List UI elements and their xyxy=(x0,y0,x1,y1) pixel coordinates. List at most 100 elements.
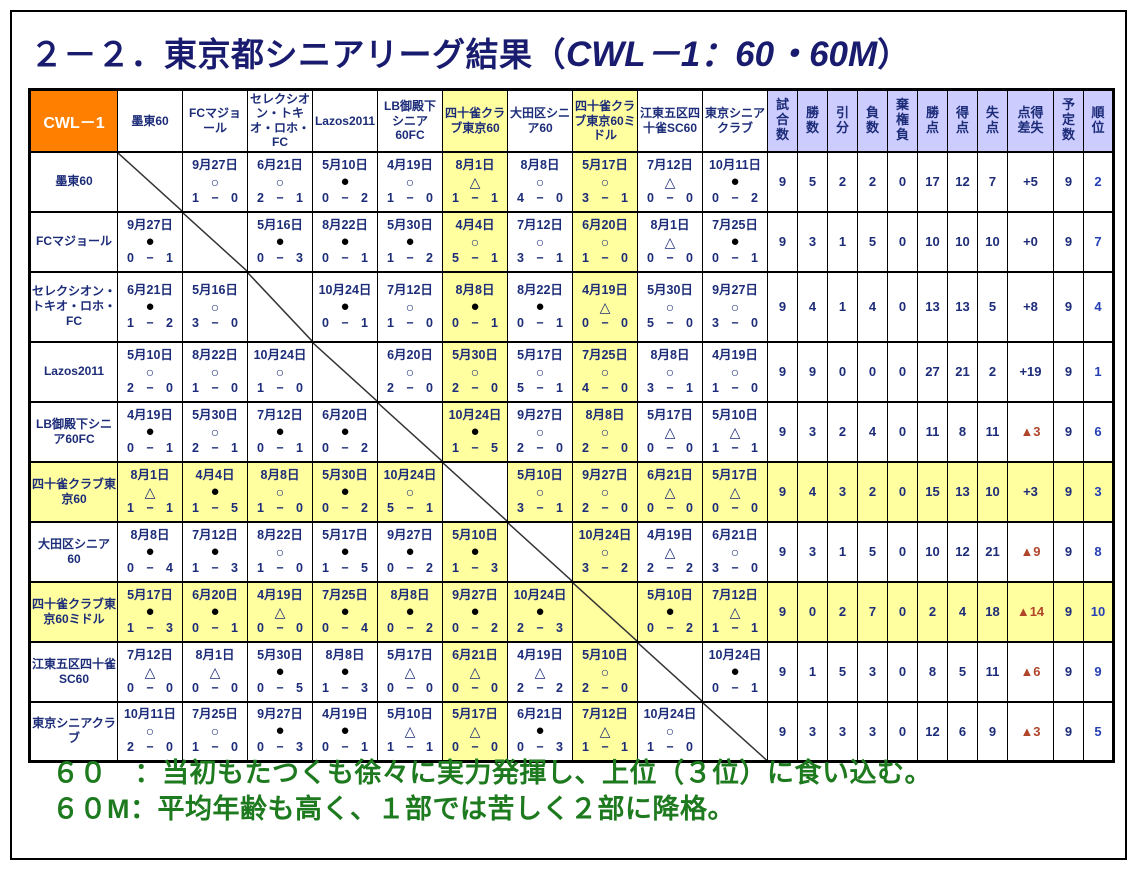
score: 2−0 xyxy=(509,440,572,457)
match-date: 10月24日 xyxy=(578,527,632,542)
score-away: 0 xyxy=(686,250,693,265)
score-home: 1 xyxy=(192,560,199,575)
result-symbol: △ xyxy=(664,423,676,440)
score-home: 0 xyxy=(322,250,329,265)
match-cell: 5月17日 △ 0−0 xyxy=(637,401,703,463)
stat-cell: 11 xyxy=(977,641,1008,703)
team-column-header: LB御殿下シニア60FC xyxy=(377,88,443,153)
stat-cell: 3 xyxy=(797,211,828,273)
score-dash: − xyxy=(276,740,284,755)
score: 3−1 xyxy=(509,250,572,267)
diagonal-line xyxy=(573,583,637,641)
match-date: 6月21日 xyxy=(517,707,563,722)
footer-note-60m: ６０M：平均年齢も高く、１部では苦しく２部に降格。 xyxy=(52,793,735,824)
score: 0−0 xyxy=(639,440,702,457)
stat-cell: 3 xyxy=(827,701,858,763)
match-date: 4月4日 xyxy=(195,467,235,482)
match-date: 4月19日 xyxy=(322,707,368,722)
score: 3−1 xyxy=(509,500,572,517)
score-dash: − xyxy=(666,190,674,205)
match-cell: 9月27日 ○ 1−0 xyxy=(182,151,248,213)
match-date: 7月12日 xyxy=(712,587,758,602)
score-away: 0 xyxy=(621,250,628,265)
score-home: 0 xyxy=(647,250,654,265)
score-home: 1 xyxy=(387,190,394,205)
stat-cell: 9 xyxy=(1053,211,1084,273)
stat-cell: 9 xyxy=(977,701,1008,763)
score: 2−3 xyxy=(509,620,572,637)
match-date: 4月19日 xyxy=(517,647,563,662)
score-home: 2 xyxy=(582,440,589,455)
team-row-label: FCマジョール xyxy=(29,211,118,273)
score: 0−2 xyxy=(704,190,767,207)
stat-cell: 2 xyxy=(827,401,858,463)
stat-cell: +3 xyxy=(1007,461,1054,523)
team-row-label: 江東五区四十雀SC60 xyxy=(29,641,118,703)
stat-cell: 9 xyxy=(1053,461,1084,523)
match-date: 4月4日 xyxy=(455,217,495,232)
score: 1−5 xyxy=(184,500,247,517)
score-away: 0 xyxy=(231,190,238,205)
result-symbol: △ xyxy=(534,663,546,680)
match-date: 4月19日 xyxy=(257,587,303,602)
score-dash: − xyxy=(731,680,739,695)
match-cell: 5月10日 ● 1−3 xyxy=(442,521,508,583)
score: 3−2 xyxy=(574,560,637,577)
score: 0−2 xyxy=(444,620,507,637)
match-date: 5月30日 xyxy=(257,647,303,662)
match-cell: 6月21日 ● 1−2 xyxy=(117,271,183,343)
result-symbol: ● xyxy=(340,542,350,560)
match-cell: 6月21日 ● 0−3 xyxy=(507,701,573,763)
match-date: 10月24日 xyxy=(253,347,307,362)
score-home: 3 xyxy=(582,560,589,575)
score-away: 0 xyxy=(491,740,498,755)
stat-cell: 4 xyxy=(857,401,888,463)
score: 1−1 xyxy=(119,500,182,517)
stat-cell: 0 xyxy=(827,341,858,403)
match-cell: 6月20日 ○ 2−0 xyxy=(377,341,443,403)
match-date: 4月19日 xyxy=(647,527,693,542)
score-away: 3 xyxy=(231,560,238,575)
match-cell: 7月12日 △ 1−1 xyxy=(572,701,638,763)
score-home: 0 xyxy=(257,250,264,265)
result-symbol: ● xyxy=(275,232,285,250)
score: 4−0 xyxy=(509,190,572,207)
score-dash: − xyxy=(536,315,544,330)
match-date: 8月8日 xyxy=(130,527,170,542)
score-home: 0 xyxy=(452,680,459,695)
score-home: 1 xyxy=(712,440,719,455)
score-away: 1 xyxy=(556,380,563,395)
score: 0−1 xyxy=(314,315,377,332)
stat-cell: 3 xyxy=(827,461,858,523)
result-symbol: ○ xyxy=(535,423,545,440)
score-home: 3 xyxy=(517,500,524,515)
diagonal-line xyxy=(183,213,247,271)
match-date: 8月22日 xyxy=(517,282,563,297)
result-symbol: △ xyxy=(729,423,741,440)
score-dash: − xyxy=(276,440,284,455)
team-column-header: 江東五区四十雀SC60 xyxy=(637,88,703,153)
match-date: 7月12日 xyxy=(647,157,693,172)
score-dash: − xyxy=(406,500,414,515)
score-away: 1 xyxy=(621,190,628,205)
stat-cell: 18 xyxy=(977,581,1008,643)
league-table: CWL－1 墨東60 FCマジョール セレクシオン・トキオ・ロホ・FC Lazos201… xyxy=(28,88,1115,764)
result-symbol: ○ xyxy=(665,363,675,380)
match-date: 5月17日 xyxy=(127,587,173,602)
match-cell: 4月4日 ● 1−5 xyxy=(182,461,248,523)
score-home: 1 xyxy=(452,440,459,455)
score-dash: − xyxy=(601,560,609,575)
match-date: 5月10日 xyxy=(127,347,173,362)
score: 1−0 xyxy=(184,190,247,207)
match-date: 5月10日 xyxy=(387,707,433,722)
score-away: 0 xyxy=(491,680,498,695)
match-cell: 7月12日 △ 0−0 xyxy=(637,151,703,213)
score-away: 3 xyxy=(556,620,563,635)
score-dash: − xyxy=(146,500,154,515)
match-date: 5月17日 xyxy=(387,647,433,662)
match-date: 7月25日 xyxy=(582,347,628,362)
stat-cell: 17 xyxy=(917,151,948,213)
team-row-label: セレクシオン・トキオ・ロホ・FC xyxy=(29,271,118,343)
score-away: 0 xyxy=(621,440,628,455)
result-symbol: ● xyxy=(535,722,545,740)
